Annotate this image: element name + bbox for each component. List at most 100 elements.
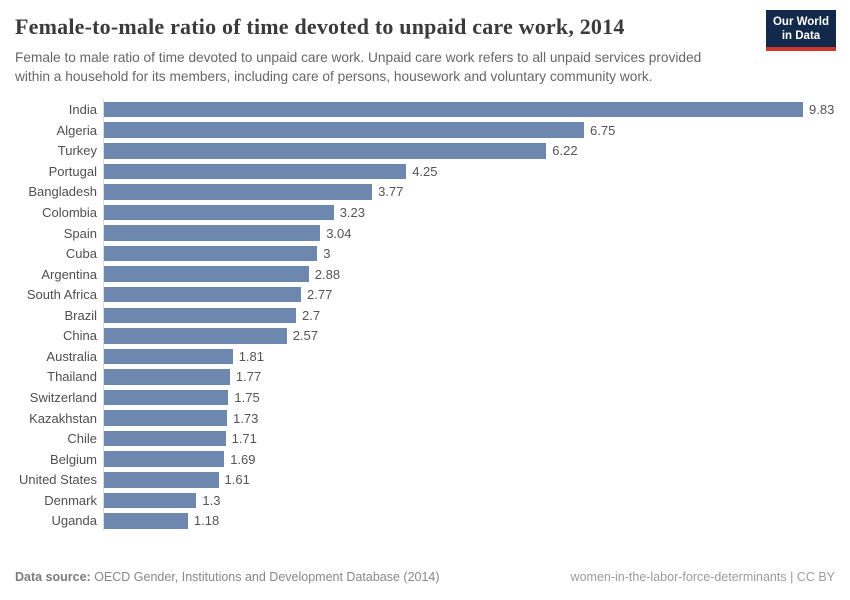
bar-track: 2.57 (103, 325, 835, 347)
country-label: Belgium (50, 451, 97, 467)
country-label: Cuba (65, 246, 97, 262)
bar-row: United States 1.61 (15, 469, 835, 491)
bar[interactable] (104, 122, 584, 138)
country-label: Thailand (47, 369, 97, 385)
bar-track: 1.81 (103, 346, 835, 367)
value-label: 1.75 (234, 390, 260, 406)
bar-row: Colombia 3.23 (15, 202, 835, 223)
bar-chart: India 9.83 Algeria 6.75 Turkey 6.22 Portugal 4.… (15, 99, 835, 532)
bar[interactable] (104, 451, 225, 467)
bar-row: Portugal 4.25 (15, 161, 835, 182)
value-label: 2.77 (307, 287, 333, 303)
value-label: 2.7 (302, 307, 321, 323)
owid-logo-line1: Our World (772, 16, 829, 28)
bar[interactable] (104, 101, 803, 118)
country-label: Uganda (51, 513, 97, 529)
bar-track: 1.3 (103, 490, 835, 511)
bar[interactable] (104, 163, 407, 180)
data-source-label: Data source: (15, 570, 91, 584)
bar-row: China 2.57 (15, 325, 835, 347)
bar-row: Bangladesh 3.77 (15, 181, 835, 203)
bar-row: Brazil 2.7 (15, 305, 835, 326)
bar[interactable] (104, 225, 321, 241)
country-label: Chile (67, 431, 97, 447)
country-label: Brazil (64, 307, 97, 323)
bar-row: Australia 1.81 (15, 346, 835, 367)
bar[interactable] (104, 245, 318, 262)
value-label: 2.88 (314, 266, 341, 282)
bar-track: 1.61 (103, 469, 835, 491)
chart-footer: Data source: OECD Gender, Institutions a… (15, 570, 835, 584)
bar-track: 3.23 (103, 202, 835, 223)
value-label: 3.23 (339, 204, 365, 220)
bar-track: 1.18 (103, 510, 835, 532)
bar-row: Kazakhstan 1.73 (15, 407, 835, 429)
bar-row: Switzerland 1.75 (15, 387, 835, 408)
chart-title: Female-to-male ratio of time devoted to … (15, 14, 625, 39)
bar-track: 9.83 (103, 99, 835, 120)
bar-row: Uganda 1.18 (15, 510, 835, 532)
bar[interactable] (104, 410, 227, 426)
country-label: Colombia (42, 204, 97, 220)
bar[interactable] (104, 472, 219, 488)
bar[interactable] (104, 286, 301, 303)
country-label: China (63, 328, 97, 344)
bar[interactable] (104, 492, 197, 509)
value-label: 1.69 (230, 451, 256, 467)
bar-row: Spain 3.04 (15, 222, 835, 244)
bar-track: 1.77 (103, 366, 835, 388)
bar[interactable] (104, 204, 334, 221)
bar-row: Cuba 3 (15, 243, 835, 264)
country-label: Algeria (56, 122, 97, 138)
bar-track: 1.73 (103, 407, 835, 429)
value-label: 2.57 (292, 328, 318, 344)
value-label: 3.04 (326, 225, 352, 241)
bar[interactable] (104, 307, 296, 324)
value-label: 1.81 (238, 348, 264, 364)
country-label: Argentina (41, 266, 97, 282)
value-label: 4.25 (412, 163, 438, 179)
value-label: 6.22 (552, 143, 578, 159)
bar-row: Thailand 1.77 (15, 366, 835, 388)
country-label: Australia (46, 348, 97, 364)
bar[interactable] (104, 348, 233, 365)
bar-row: Chile 1.71 (15, 428, 835, 449)
country-label: Portugal (48, 163, 97, 179)
value-label: 9.83 (809, 102, 835, 118)
value-label: 3 (323, 246, 331, 262)
bar-row: Turkey 6.22 (15, 140, 835, 162)
bar[interactable] (104, 389, 229, 406)
value-label: 3.77 (378, 184, 404, 200)
bar-track: 2.88 (103, 263, 835, 285)
country-label: Turkey (57, 143, 97, 159)
value-label: 1.18 (193, 513, 220, 529)
owid-logo-line2: in Data (781, 30, 821, 42)
country-label: Bangladesh (28, 184, 97, 200)
bar-track: 4.25 (103, 161, 835, 182)
bar[interactable] (104, 266, 309, 282)
bar[interactable] (104, 184, 373, 200)
owid-logo[interactable]: Our World in Data (766, 10, 836, 51)
bar[interactable] (104, 430, 226, 447)
bar-track: 1.69 (103, 448, 835, 470)
bar-track: 6.75 (103, 119, 835, 141)
bar-track: 3.04 (103, 222, 835, 244)
bar-row: South Africa 2.77 (15, 284, 835, 306)
bar[interactable] (104, 143, 547, 159)
bar-track: 1.75 (103, 387, 835, 408)
bar[interactable] (104, 369, 230, 385)
bar[interactable] (104, 513, 188, 529)
bar[interactable] (104, 328, 287, 344)
bar-row: Belgium 1.69 (15, 448, 835, 470)
country-label: United States (18, 472, 97, 488)
chart-subtitle: Female to male ratio of time devoted to … (15, 50, 702, 85)
data-source-note: Data source: OECD Gender, Institutions a… (15, 570, 440, 584)
bar-track: 2.7 (103, 305, 835, 326)
country-label: India (68, 102, 97, 118)
bar-row: Argentina 2.88 (15, 263, 835, 285)
data-source-text: OECD Gender, Institutions and Developmen… (90, 570, 440, 584)
country-label: Denmark (44, 492, 97, 508)
bar-track: 2.77 (103, 284, 835, 306)
value-label: 1.77 (235, 369, 262, 385)
